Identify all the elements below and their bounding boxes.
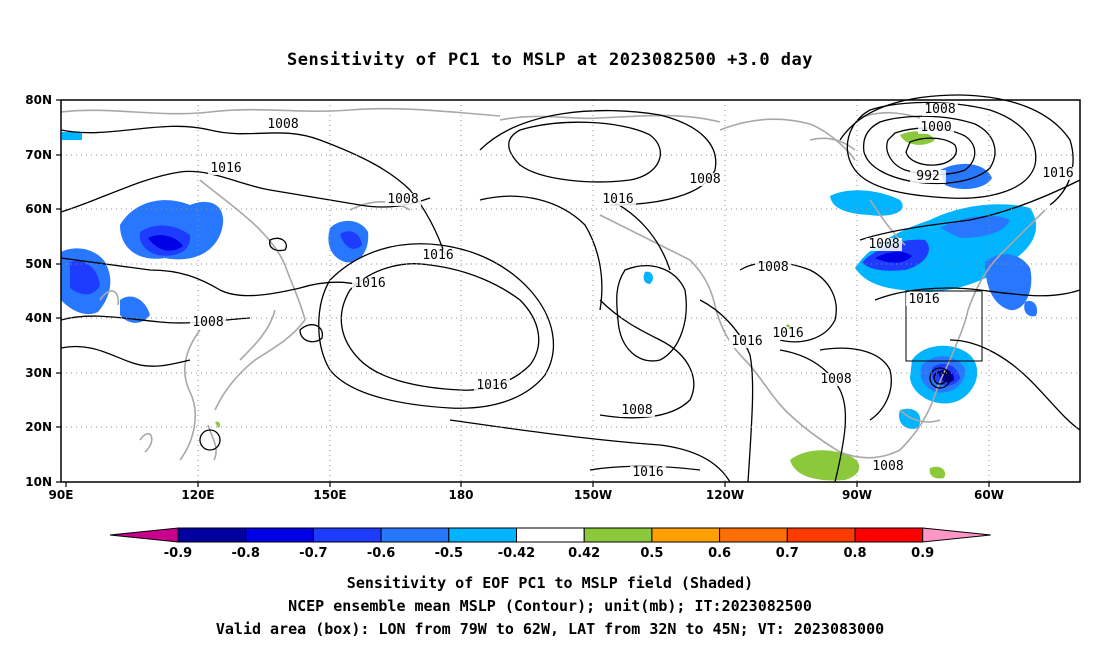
colorbar-extend-high [922,527,991,543]
contour-label: 1016 [632,465,663,480]
colorbar-tick-label: -0.9 [164,546,192,561]
contour-label: 1016 [602,192,633,207]
latitude-axis: 80N 70N 60N 50N 40N 30N 20N 10N [25,93,52,489]
valid-area-box [905,290,983,362]
lon-label: 150E [313,488,346,502]
colorbar-swatch [448,527,517,543]
contour-label: 1008 [192,315,223,330]
map-panel: 1008 1016 1008 1016 1008 1016 1008 1016 1008 1016… [56,94,1081,487]
colorbar-tick-label: 0.6 [708,546,731,561]
lon-label: 150W [574,488,612,502]
colorbar-tick-label: 0.7 [776,546,799,561]
contour-label: 1016 [422,248,453,263]
lon-label: 90W [842,488,872,502]
colorbar-tick-label: -0.6 [367,546,395,561]
colorbar-extend-low [109,527,179,543]
contour-label: 1008 [757,260,788,275]
colorbar-swatch [380,527,450,543]
contour-label: 1016 [210,161,241,176]
lon-label: 120W [706,488,744,502]
colorbar-swatch [651,527,721,543]
contour-label: 1000 [920,120,951,135]
caption-shading: Sensitivity of EOF PC1 to MSLP field (Sh… [346,574,754,592]
lat-label: 10N [25,475,52,489]
lon-label: 180 [448,488,473,502]
colorbar-tick-label: 0.5 [640,546,663,561]
contour-label: 1008 [689,172,720,187]
contour-label: 1008 [387,192,418,207]
contour-label: 1008 [267,117,298,132]
contour-label: 1008 [872,459,903,474]
lat-label: 40N [25,311,52,325]
contour-labels: 1008 1016 1008 1016 1008 1016 1008 1016 1008 1016… [190,102,1076,480]
figure-title: Sensitivity of PC1 to MSLP at 2023082500… [286,50,813,70]
colorbar-tick-label: 0.42 [568,546,600,561]
colorbar-tick-label: -0.42 [498,546,535,561]
contour-label: 1008 [621,403,652,418]
lat-label: 20N [25,420,52,434]
caption-contour: NCEP ensemble mean MSLP (Contour); unit(… [288,597,812,615]
colorbar-tick-label: 0.9 [911,546,934,561]
gridlines [61,100,1080,482]
lat-label: 70N [25,148,52,162]
contour-label: 1016 [354,276,385,291]
lat-label: 30N [25,366,52,380]
colorbar-swatch [786,527,856,543]
coastlines [60,107,1046,461]
contour-label: 1016 [476,378,507,393]
colorbar-swatch [177,527,247,543]
contour-label: 992 [916,169,939,184]
contour-label: 1008 [868,237,899,252]
lat-label: 80N [25,93,52,107]
lon-label: 120E [181,488,214,502]
colorbar-tick-label: -0.5 [435,546,463,561]
contour-label: 1016 [908,292,939,307]
contour-label: 1008 [924,102,955,117]
colorbar-swatch [719,527,788,543]
lat-label: 50N [25,257,52,271]
contour-label: 1016 [772,326,803,341]
lon-label: 90E [49,488,74,502]
colorbar-tick-label: -0.7 [299,546,327,561]
colorbar-swatch [312,527,382,543]
caption-valid-area: Valid area (box): LON from 79W to 62W, L… [215,620,885,638]
colorbar: -0.9 -0.8 -0.7 -0.6 -0.5 -0.42 0.42 0.5 0.6 0.7 0.… [109,527,991,561]
colorbar-swatch [583,527,653,543]
contour-label: 1016 [731,334,762,349]
colorbar-swatch [854,527,924,543]
lat-label: 60N [25,202,52,216]
colorbar-tick-label: 0.8 [843,546,866,561]
contour-label: 1008 [820,372,851,387]
longitude-axis: 90E 120E 150E 180 150W 120W 90W 60W [49,488,1004,502]
sensitivity-shading [61,131,1038,481]
lon-label: 60W [974,488,1004,502]
colorbar-swatch [245,527,314,543]
colorbar-tick-label: -0.8 [231,546,259,561]
contour-label: 1016 [1042,166,1073,181]
colorbar-swatch [516,527,585,543]
